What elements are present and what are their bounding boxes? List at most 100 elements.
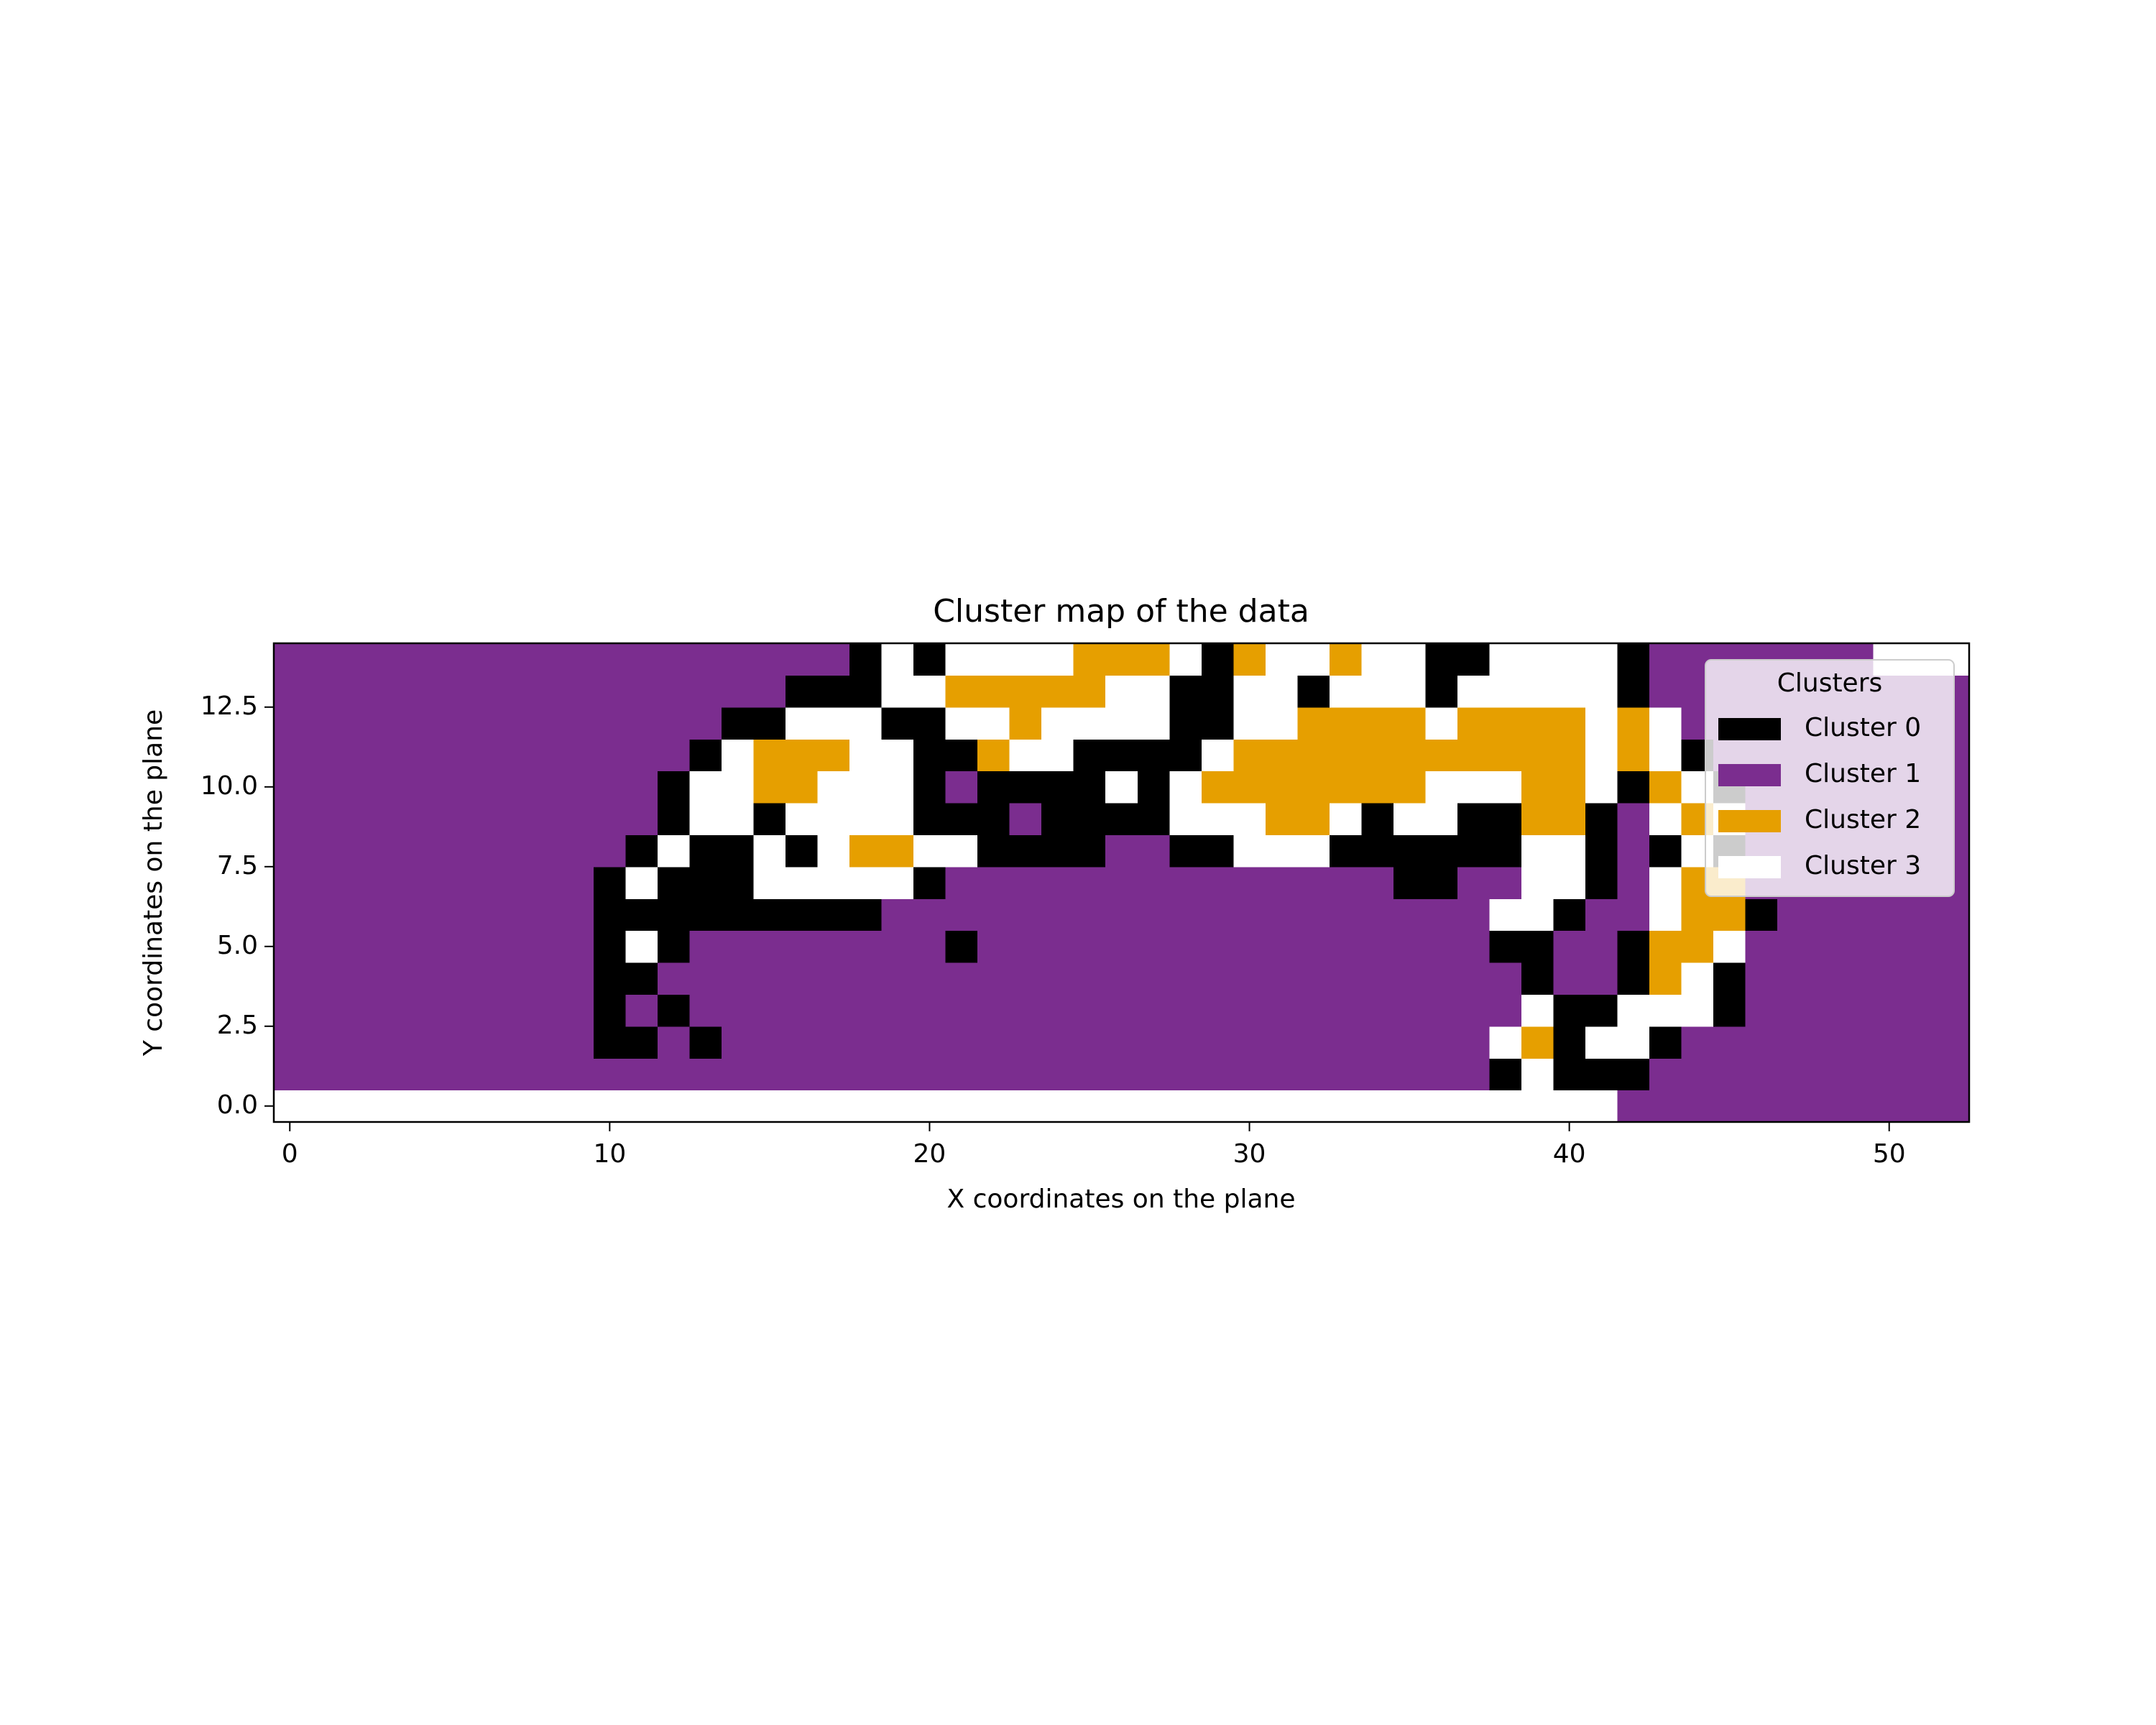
cell (338, 707, 371, 740)
cell (1009, 898, 1042, 932)
cell (1041, 643, 1074, 676)
cell (817, 770, 850, 804)
cell (369, 898, 402, 932)
cell (1617, 994, 1650, 1027)
cell (1841, 1090, 1874, 1123)
cell (786, 1090, 819, 1123)
cell (1265, 1026, 1298, 1059)
cell (689, 739, 722, 772)
cell (1745, 994, 1778, 1027)
cell (433, 707, 466, 740)
cell (1137, 739, 1170, 772)
cell (1265, 866, 1298, 899)
cell (1233, 770, 1266, 804)
cell (530, 962, 563, 995)
cell (1105, 962, 1138, 995)
cell (466, 675, 499, 708)
cell (530, 866, 563, 899)
cell (1809, 1026, 1842, 1059)
cell (658, 803, 691, 835)
cell (1105, 898, 1138, 932)
cell (1105, 707, 1138, 740)
cell (402, 1090, 435, 1123)
cell (977, 803, 1010, 835)
cell (561, 866, 594, 899)
cell (1265, 803, 1298, 835)
cell (1137, 962, 1170, 995)
cell (1297, 994, 1330, 1027)
cell (274, 1090, 307, 1123)
cell (305, 1058, 338, 1091)
cell (1009, 1058, 1042, 1091)
cell (913, 643, 946, 676)
cell (1489, 707, 1522, 740)
cell (977, 834, 1010, 868)
cell (849, 770, 883, 804)
cell (1073, 1026, 1106, 1059)
cell (1105, 770, 1138, 804)
cell (433, 994, 466, 1027)
cell (1041, 675, 1074, 708)
cell (1073, 803, 1106, 835)
cell (1681, 1058, 1714, 1091)
cell (786, 866, 819, 899)
cell (625, 675, 658, 708)
cell (1073, 707, 1106, 740)
cell (1649, 643, 1682, 676)
cell (722, 803, 755, 835)
cell (369, 1058, 402, 1091)
cell (1649, 1058, 1682, 1091)
cell (1265, 707, 1298, 740)
cell (1201, 994, 1234, 1027)
cell (466, 866, 499, 899)
cell (369, 803, 402, 835)
y-tick-label: 7.5 (217, 851, 258, 880)
cell (1169, 643, 1202, 676)
cell (594, 1026, 627, 1059)
cell (305, 675, 338, 708)
cell (658, 675, 691, 708)
cell (1713, 994, 1746, 1027)
cell (1841, 1026, 1874, 1059)
cell (1041, 1058, 1074, 1091)
cell (402, 930, 435, 963)
y-tick-label: 2.5 (217, 1011, 258, 1040)
cell (977, 866, 1010, 899)
cell (1681, 962, 1714, 995)
x-tick-label: 0 (282, 1139, 298, 1169)
cell (753, 675, 786, 708)
cell (913, 866, 946, 899)
cell (1841, 898, 1874, 932)
cell (594, 643, 627, 676)
cell (1169, 898, 1202, 932)
cell (402, 898, 435, 932)
cell (1073, 930, 1106, 963)
cell (594, 739, 627, 772)
cell (1329, 930, 1362, 963)
cell (817, 1090, 850, 1123)
cell (722, 675, 755, 708)
cell (881, 1090, 914, 1123)
cell (594, 994, 627, 1027)
cell (1265, 930, 1298, 963)
cell (1041, 834, 1074, 868)
cell (369, 1090, 402, 1123)
cell (625, 962, 658, 995)
cell (881, 675, 914, 708)
cell (1233, 930, 1266, 963)
cell (1617, 770, 1650, 804)
cell (658, 930, 691, 963)
cell (1361, 803, 1394, 835)
cell (1393, 707, 1426, 740)
cell (338, 1090, 371, 1123)
cell (530, 930, 563, 963)
cell (530, 675, 563, 708)
cell (1105, 803, 1138, 835)
cell (1585, 707, 1618, 740)
cell (305, 643, 338, 676)
cell (561, 770, 594, 804)
cell (274, 770, 307, 804)
cell (849, 675, 883, 708)
cell (977, 994, 1010, 1027)
cell (1521, 770, 1554, 804)
